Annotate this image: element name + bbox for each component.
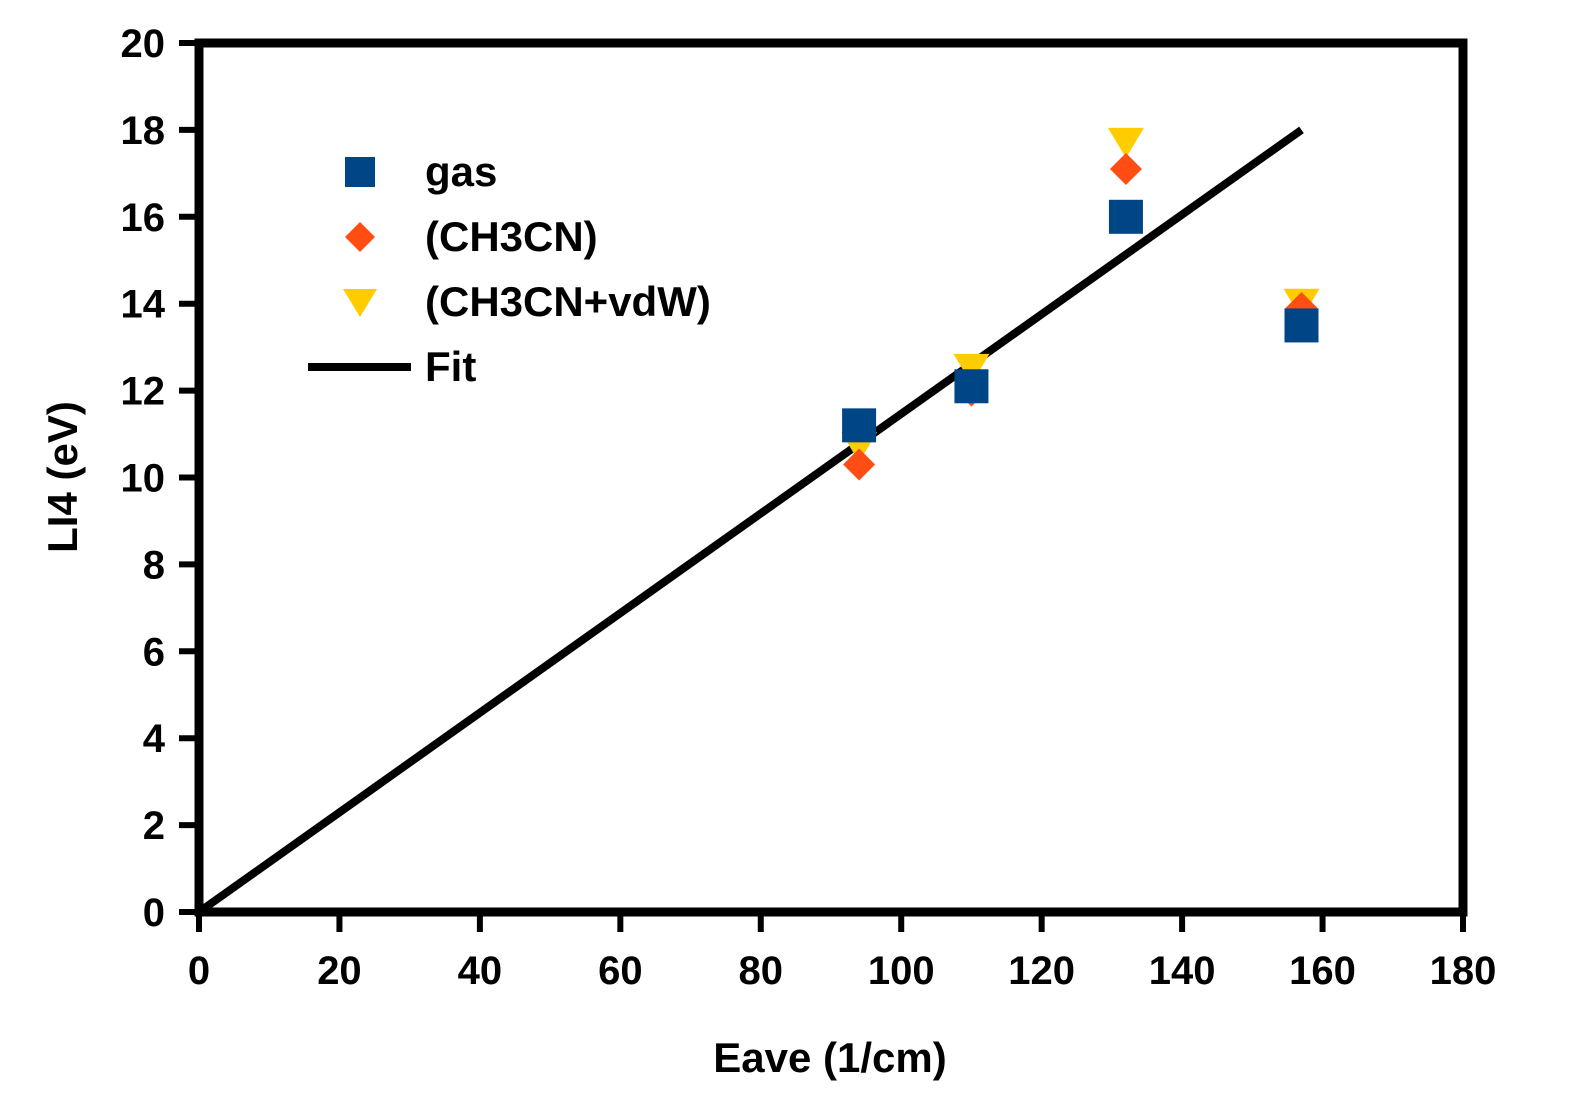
y-tick-label: 0: [143, 891, 165, 935]
data-point-gas: [842, 408, 877, 443]
legend-label-gas: gas: [425, 148, 497, 195]
data-point-ch3cn-vdw: [1107, 127, 1144, 158]
x-tick-label: 140: [1149, 949, 1216, 993]
x-tick-label: 0: [188, 949, 210, 993]
legend-marker-gas: [345, 157, 375, 187]
y-tick-label: 12: [121, 370, 166, 414]
x-tick-label: 80: [739, 949, 784, 993]
x-tick-label: 40: [458, 949, 503, 993]
data-point-gas: [954, 369, 989, 404]
legend: gas (CH3CN) (CH3CN+vdW) Fit: [308, 148, 711, 390]
x-tick-label: 180: [1430, 949, 1497, 993]
y-tick-label: 6: [143, 630, 165, 674]
legend-marker-ch3cn: [345, 222, 375, 252]
x-tick-label: 100: [868, 949, 935, 993]
y-axis-title: LI4 (eV): [39, 401, 86, 553]
data-point-ch3cn: [843, 448, 876, 481]
x-tick-label: 20: [317, 949, 362, 993]
data-point-gas: [1108, 199, 1143, 234]
x-tick-label: 160: [1289, 949, 1356, 993]
y-axis-ticks: 0 2 4 6 8 10 12 14 16 18 20: [121, 22, 199, 935]
x-tick-label: 120: [1008, 949, 1075, 993]
x-axis-ticks: 0 20 40 60 80 100 120 140 160 180: [188, 912, 1497, 993]
y-tick-label: 10: [121, 457, 166, 501]
legend-marker-ch3cn-vdw: [343, 289, 377, 317]
y-tick-label: 16: [121, 196, 166, 240]
y-tick-label: 20: [121, 22, 166, 66]
legend-label-ch3cn: (CH3CN): [425, 213, 598, 260]
y-tick-label: 4: [143, 717, 166, 761]
data-point-ch3cn-vdw: [953, 353, 990, 384]
markers-layer: [841, 127, 1320, 481]
y-tick-label: 8: [143, 543, 165, 587]
data-point-gas: [1284, 308, 1319, 343]
x-tick-label: 60: [598, 949, 643, 993]
y-tick-label: 2: [143, 804, 165, 848]
y-tick-label: 14: [121, 283, 166, 327]
legend-label-fit: Fit: [425, 343, 476, 390]
data-point-ch3cn: [1109, 153, 1142, 186]
fit-line: [196, 126, 1304, 916]
fit-layer: [196, 126, 1304, 916]
x-axis-title: Eave (1/cm): [713, 1034, 946, 1081]
legend-label-ch3cn-vdw: (CH3CN+vdW): [425, 278, 711, 325]
y-tick-label: 18: [121, 109, 166, 153]
